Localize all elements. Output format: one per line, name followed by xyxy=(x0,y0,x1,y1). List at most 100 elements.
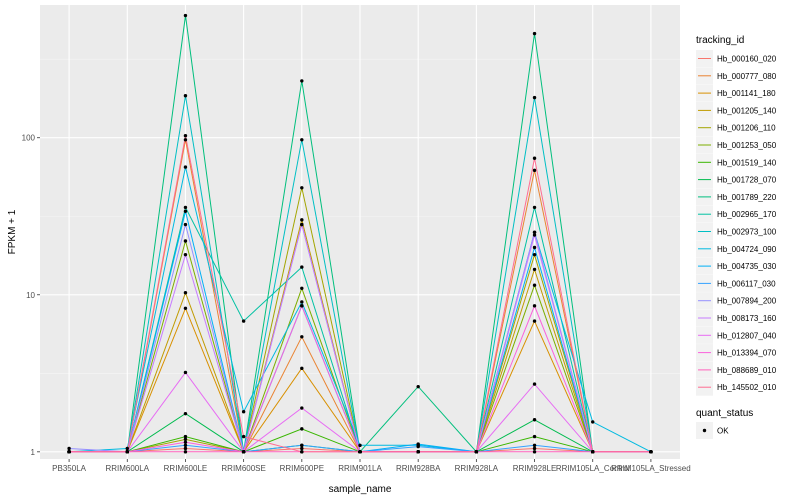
x-axis-title: sample_name xyxy=(329,484,392,495)
legend-label: Hb_001789_220 xyxy=(717,193,777,202)
data-point xyxy=(591,450,595,454)
data-point xyxy=(532,382,537,386)
data-point xyxy=(416,444,420,449)
data-point xyxy=(532,252,537,257)
data-point xyxy=(416,384,420,389)
legend-label: Hb_007894_200 xyxy=(717,297,777,306)
x-tick-label: RRIM928BA xyxy=(396,464,441,473)
data-point xyxy=(532,434,537,439)
data-point xyxy=(183,138,188,142)
data-point xyxy=(241,450,246,454)
legend-label: Hb_001519_140 xyxy=(717,158,777,167)
axes-layer: 1 10 100 PB350LA RRIM600LA RRIM600LE RRIM600SE… xyxy=(22,134,691,473)
data-point xyxy=(300,79,304,83)
x-tick-label: RRIM600LA xyxy=(105,464,149,473)
x-tick-label: RRIM600PE xyxy=(280,464,324,473)
data-point xyxy=(183,437,188,442)
data-point xyxy=(649,450,653,454)
data-point xyxy=(183,306,188,311)
data-point xyxy=(300,218,304,222)
data-point xyxy=(300,366,304,371)
x-tick-label: RRIM600SE xyxy=(221,464,265,473)
y-tick-label: 1 xyxy=(31,448,36,457)
data-point xyxy=(241,410,246,414)
data-point xyxy=(474,450,479,454)
x-tick-label: PB350LA xyxy=(52,464,86,473)
data-point xyxy=(183,434,188,439)
points-layer xyxy=(67,13,653,454)
x-tick-label: RRIM901LA xyxy=(338,464,382,473)
data-point xyxy=(532,443,537,448)
data-point xyxy=(125,450,129,454)
data-point xyxy=(183,209,188,213)
data-point xyxy=(241,319,246,323)
data-point xyxy=(183,13,188,18)
data-point xyxy=(416,442,420,446)
data-point xyxy=(532,267,537,272)
legend-label: Hb_088689_010 xyxy=(717,366,777,375)
legend-label: Hb_001141_180 xyxy=(717,89,776,98)
x-tick-label: RRIM105LA_Control xyxy=(556,464,630,473)
data-point xyxy=(183,411,188,416)
legend-label: Hb_000160_020 xyxy=(717,55,777,64)
data-point xyxy=(532,304,537,308)
data-point xyxy=(183,291,188,295)
shape-legend-swatch xyxy=(702,428,707,433)
legend-label: Hb_001206_110 xyxy=(717,124,776,133)
data-point xyxy=(532,168,537,173)
data-point xyxy=(358,443,362,448)
data-point xyxy=(300,138,304,142)
data-point xyxy=(416,450,420,454)
data-point xyxy=(183,94,188,98)
data-point xyxy=(532,95,537,100)
legend-label: Hb_004735_030 xyxy=(717,262,777,271)
legend-label: Hb_145502_010 xyxy=(717,383,777,392)
data-point xyxy=(300,446,304,451)
data-point xyxy=(300,427,304,431)
data-point xyxy=(67,446,71,451)
shape-legend-label: OK xyxy=(717,427,729,436)
legend-label: Hb_001728_070 xyxy=(717,176,777,185)
x-tick-label: RRIM928LE xyxy=(513,464,557,473)
data-point xyxy=(183,239,188,243)
y-tick-label: 10 xyxy=(26,291,35,300)
x-tick-label: RRIM928LA xyxy=(455,464,499,473)
data-point xyxy=(183,165,188,169)
data-point xyxy=(67,450,71,454)
data-point xyxy=(532,319,537,323)
legend-label: Hb_008173_160 xyxy=(717,314,777,323)
legend: tracking_id quant_status Hb_000160_020 Hb… xyxy=(696,35,777,439)
y-axis-title: FPKM + 1 xyxy=(7,209,18,254)
shape-legend-title: quant_status xyxy=(696,408,753,419)
data-point xyxy=(532,233,537,237)
data-point xyxy=(300,450,304,454)
legend-label: Hb_004724_090 xyxy=(717,245,777,254)
x-tick-label: RRIM600LE xyxy=(164,464,208,473)
data-point xyxy=(183,440,188,444)
data-point xyxy=(591,420,595,424)
data-point xyxy=(183,446,188,451)
data-point xyxy=(300,186,304,190)
data-point xyxy=(300,406,304,410)
data-point xyxy=(300,222,304,227)
data-point xyxy=(532,205,537,210)
legend-label: Hb_012807_040 xyxy=(717,331,777,340)
data-point xyxy=(532,450,537,454)
data-point xyxy=(358,450,362,454)
data-point xyxy=(183,252,188,257)
data-point xyxy=(300,300,304,304)
data-point xyxy=(183,443,188,448)
data-point xyxy=(300,286,304,290)
data-point xyxy=(532,230,537,234)
x-tick-label: RRIM105LA_Stressed xyxy=(611,464,691,473)
legend-title: tracking_id xyxy=(696,35,744,46)
data-point xyxy=(241,434,246,439)
data-point xyxy=(183,222,188,227)
legend-label: Hb_013394_070 xyxy=(717,349,777,358)
data-point xyxy=(300,304,304,308)
data-point xyxy=(532,446,537,451)
data-point xyxy=(300,265,304,269)
legend-label: Hb_001253_050 xyxy=(717,141,777,150)
data-point xyxy=(183,205,188,210)
